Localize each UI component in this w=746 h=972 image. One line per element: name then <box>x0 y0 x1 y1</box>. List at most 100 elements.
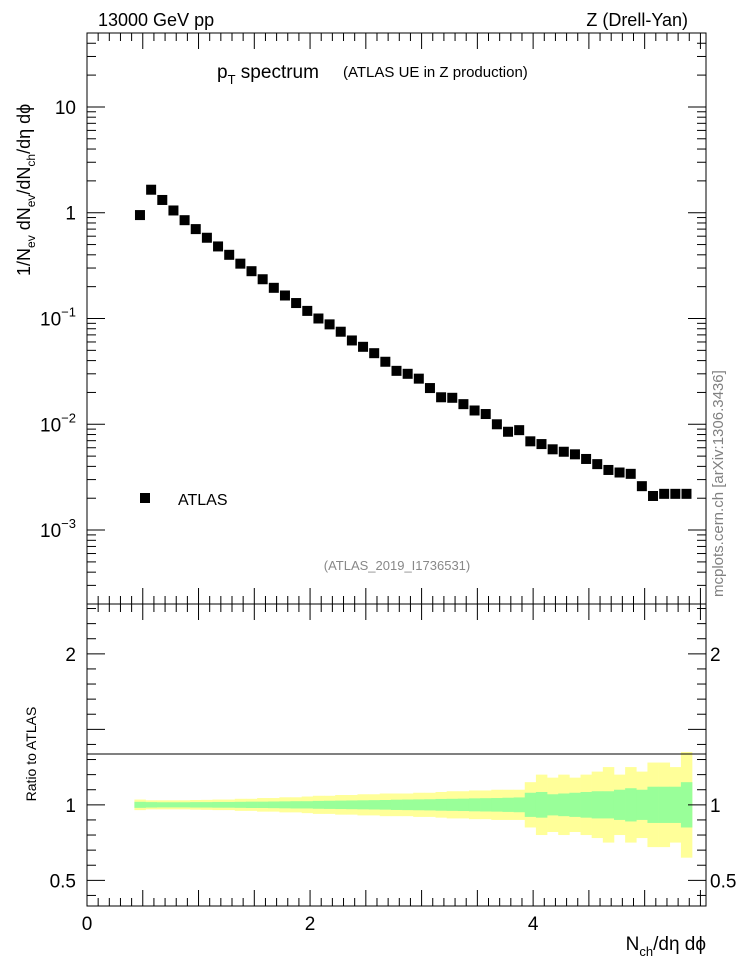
data-point <box>213 241 224 252</box>
ratio-band-stat <box>190 802 202 808</box>
ratio-band-stat <box>212 801 224 808</box>
ratio-band-stat <box>491 798 503 812</box>
ratio-band-stat <box>357 800 369 810</box>
data-point <box>581 453 592 464</box>
data-point <box>536 439 547 450</box>
y-tick-label: 10−2 <box>40 410 76 436</box>
ratio-band-stat <box>680 782 693 828</box>
ratio-band-stat <box>167 802 180 808</box>
data-point <box>358 341 369 352</box>
ratio-band-stat <box>268 801 280 809</box>
data-point <box>503 426 514 437</box>
ratio-band-stat <box>457 798 470 812</box>
data-point <box>391 365 402 376</box>
source-label: mcplots.cern.ch [arXiv:1306.3436] <box>710 370 727 597</box>
ratio-band-stat <box>547 794 559 816</box>
ratio-band-stat <box>335 800 347 810</box>
ratio-band-stat <box>591 791 604 819</box>
ratio-band-stat <box>435 798 447 811</box>
ratio-y-tick-label-right: 0.5 <box>710 871 736 892</box>
title-main: p <box>217 62 228 83</box>
ratio-band-stat <box>524 792 537 817</box>
ratio-band-stat <box>580 791 592 818</box>
data-point <box>168 205 179 216</box>
data-point <box>491 419 502 430</box>
ratio-band-stat <box>134 801 146 808</box>
data-point <box>335 326 346 337</box>
ratio-band-stat <box>558 793 570 817</box>
process-label: Z (Drell-Yan) <box>586 10 688 30</box>
ratio-band-stat <box>569 792 581 817</box>
ratio-band-stat <box>257 801 269 809</box>
data-point <box>201 232 212 243</box>
data-markers <box>134 184 692 501</box>
x-tick-label: 0 <box>82 914 93 935</box>
y-tick-label: 1 <box>65 204 76 225</box>
ratio-band-stat <box>301 801 314 809</box>
plot-title: pT spectrum <box>217 62 319 87</box>
ratio-band-stat <box>468 798 481 812</box>
ratio-band-stat <box>201 802 213 808</box>
ratio-band-stat <box>602 791 615 819</box>
ratio-band-stat <box>145 802 158 808</box>
data-point <box>279 290 290 301</box>
ratio-band-stat <box>156 802 169 808</box>
ratio-band-stat <box>402 799 414 811</box>
x-tick-label: 2 <box>305 914 316 935</box>
analysis-id: (ATLAS_2019_I1736531) <box>324 558 470 573</box>
data-point <box>547 444 558 455</box>
main-frame <box>86 32 707 605</box>
data-point <box>525 436 536 447</box>
data-point <box>659 488 670 499</box>
ratio-band-stat <box>290 801 302 809</box>
ratio-band-stat <box>625 788 637 822</box>
ratio-y-tick-label: 2 <box>65 645 76 666</box>
data-point <box>246 266 257 277</box>
y-tick-label: 10−3 <box>40 516 76 542</box>
data-point <box>224 249 235 260</box>
ratio-band-stat <box>446 798 459 811</box>
ratio-band-stat <box>647 786 659 823</box>
ratio-bands <box>134 751 693 858</box>
data-point <box>291 298 302 309</box>
ratio-band-stat <box>368 800 381 810</box>
data-point <box>569 449 580 460</box>
data-point <box>592 459 603 470</box>
data-point <box>424 383 435 394</box>
data-point <box>670 488 681 499</box>
x-tick-label: 4 <box>528 914 539 935</box>
ratio-band-stat <box>513 797 526 813</box>
data-point <box>480 409 491 420</box>
data-point <box>636 481 647 492</box>
data-point <box>625 468 636 479</box>
data-point <box>134 210 145 221</box>
ratio-band-stat <box>324 800 336 809</box>
data-point <box>514 425 525 436</box>
data-point <box>603 464 614 475</box>
ratio-band-stat <box>279 801 291 809</box>
y-tick-label: 10−1 <box>40 305 76 331</box>
data-point <box>302 305 313 316</box>
main-axis-ticks: 10 1 10−1 10−2 10−3 <box>40 32 706 605</box>
ratio-band-stat <box>636 789 648 820</box>
data-point <box>558 446 569 457</box>
legend-marker <box>140 493 150 503</box>
ratio-band-stat <box>312 800 325 809</box>
data-point <box>324 319 335 330</box>
data-point <box>190 224 201 235</box>
legend-label: ATLAS <box>178 492 228 509</box>
data-point <box>313 313 324 324</box>
data-point <box>614 467 625 478</box>
ratio-band-stat <box>390 799 403 810</box>
ratio-band-stat <box>613 789 626 820</box>
data-point <box>380 356 391 367</box>
ratio-band-stat <box>502 797 514 812</box>
ratio-band-stat <box>424 799 436 811</box>
ratio-band-stat <box>413 799 425 811</box>
data-point <box>257 274 268 285</box>
data-point <box>268 282 279 293</box>
ratio-band-stat <box>179 802 191 808</box>
data-point <box>458 399 469 410</box>
x-axis-label: Nch/dη dϕ <box>626 934 706 959</box>
